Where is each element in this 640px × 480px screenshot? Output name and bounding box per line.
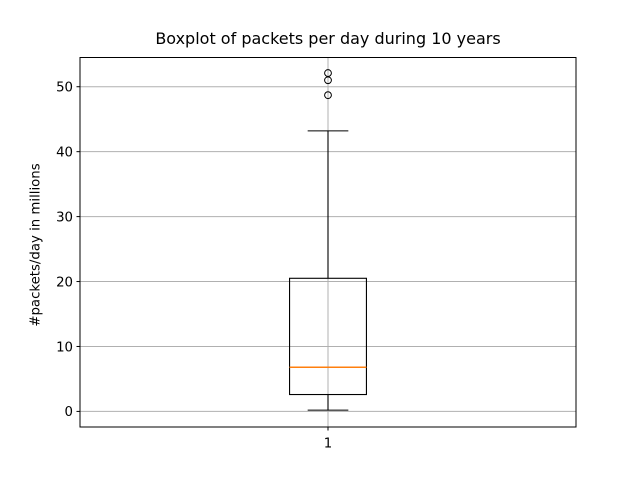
outlier-point (324, 69, 332, 77)
y-tick-label: 10 (56, 340, 73, 355)
iqr-box (289, 277, 367, 396)
y-tick-label: 40 (56, 145, 73, 160)
outlier-point (324, 91, 332, 100)
y-tick-label: 30 (56, 210, 73, 225)
chart-title: Boxplot of packets per day during 10 yea… (155, 29, 501, 48)
x-tick-label: 1 (324, 437, 332, 452)
y-tick-label: 0 (65, 405, 73, 420)
y-tick-label: 50 (56, 81, 73, 96)
y-tick-label: 20 (56, 275, 73, 290)
